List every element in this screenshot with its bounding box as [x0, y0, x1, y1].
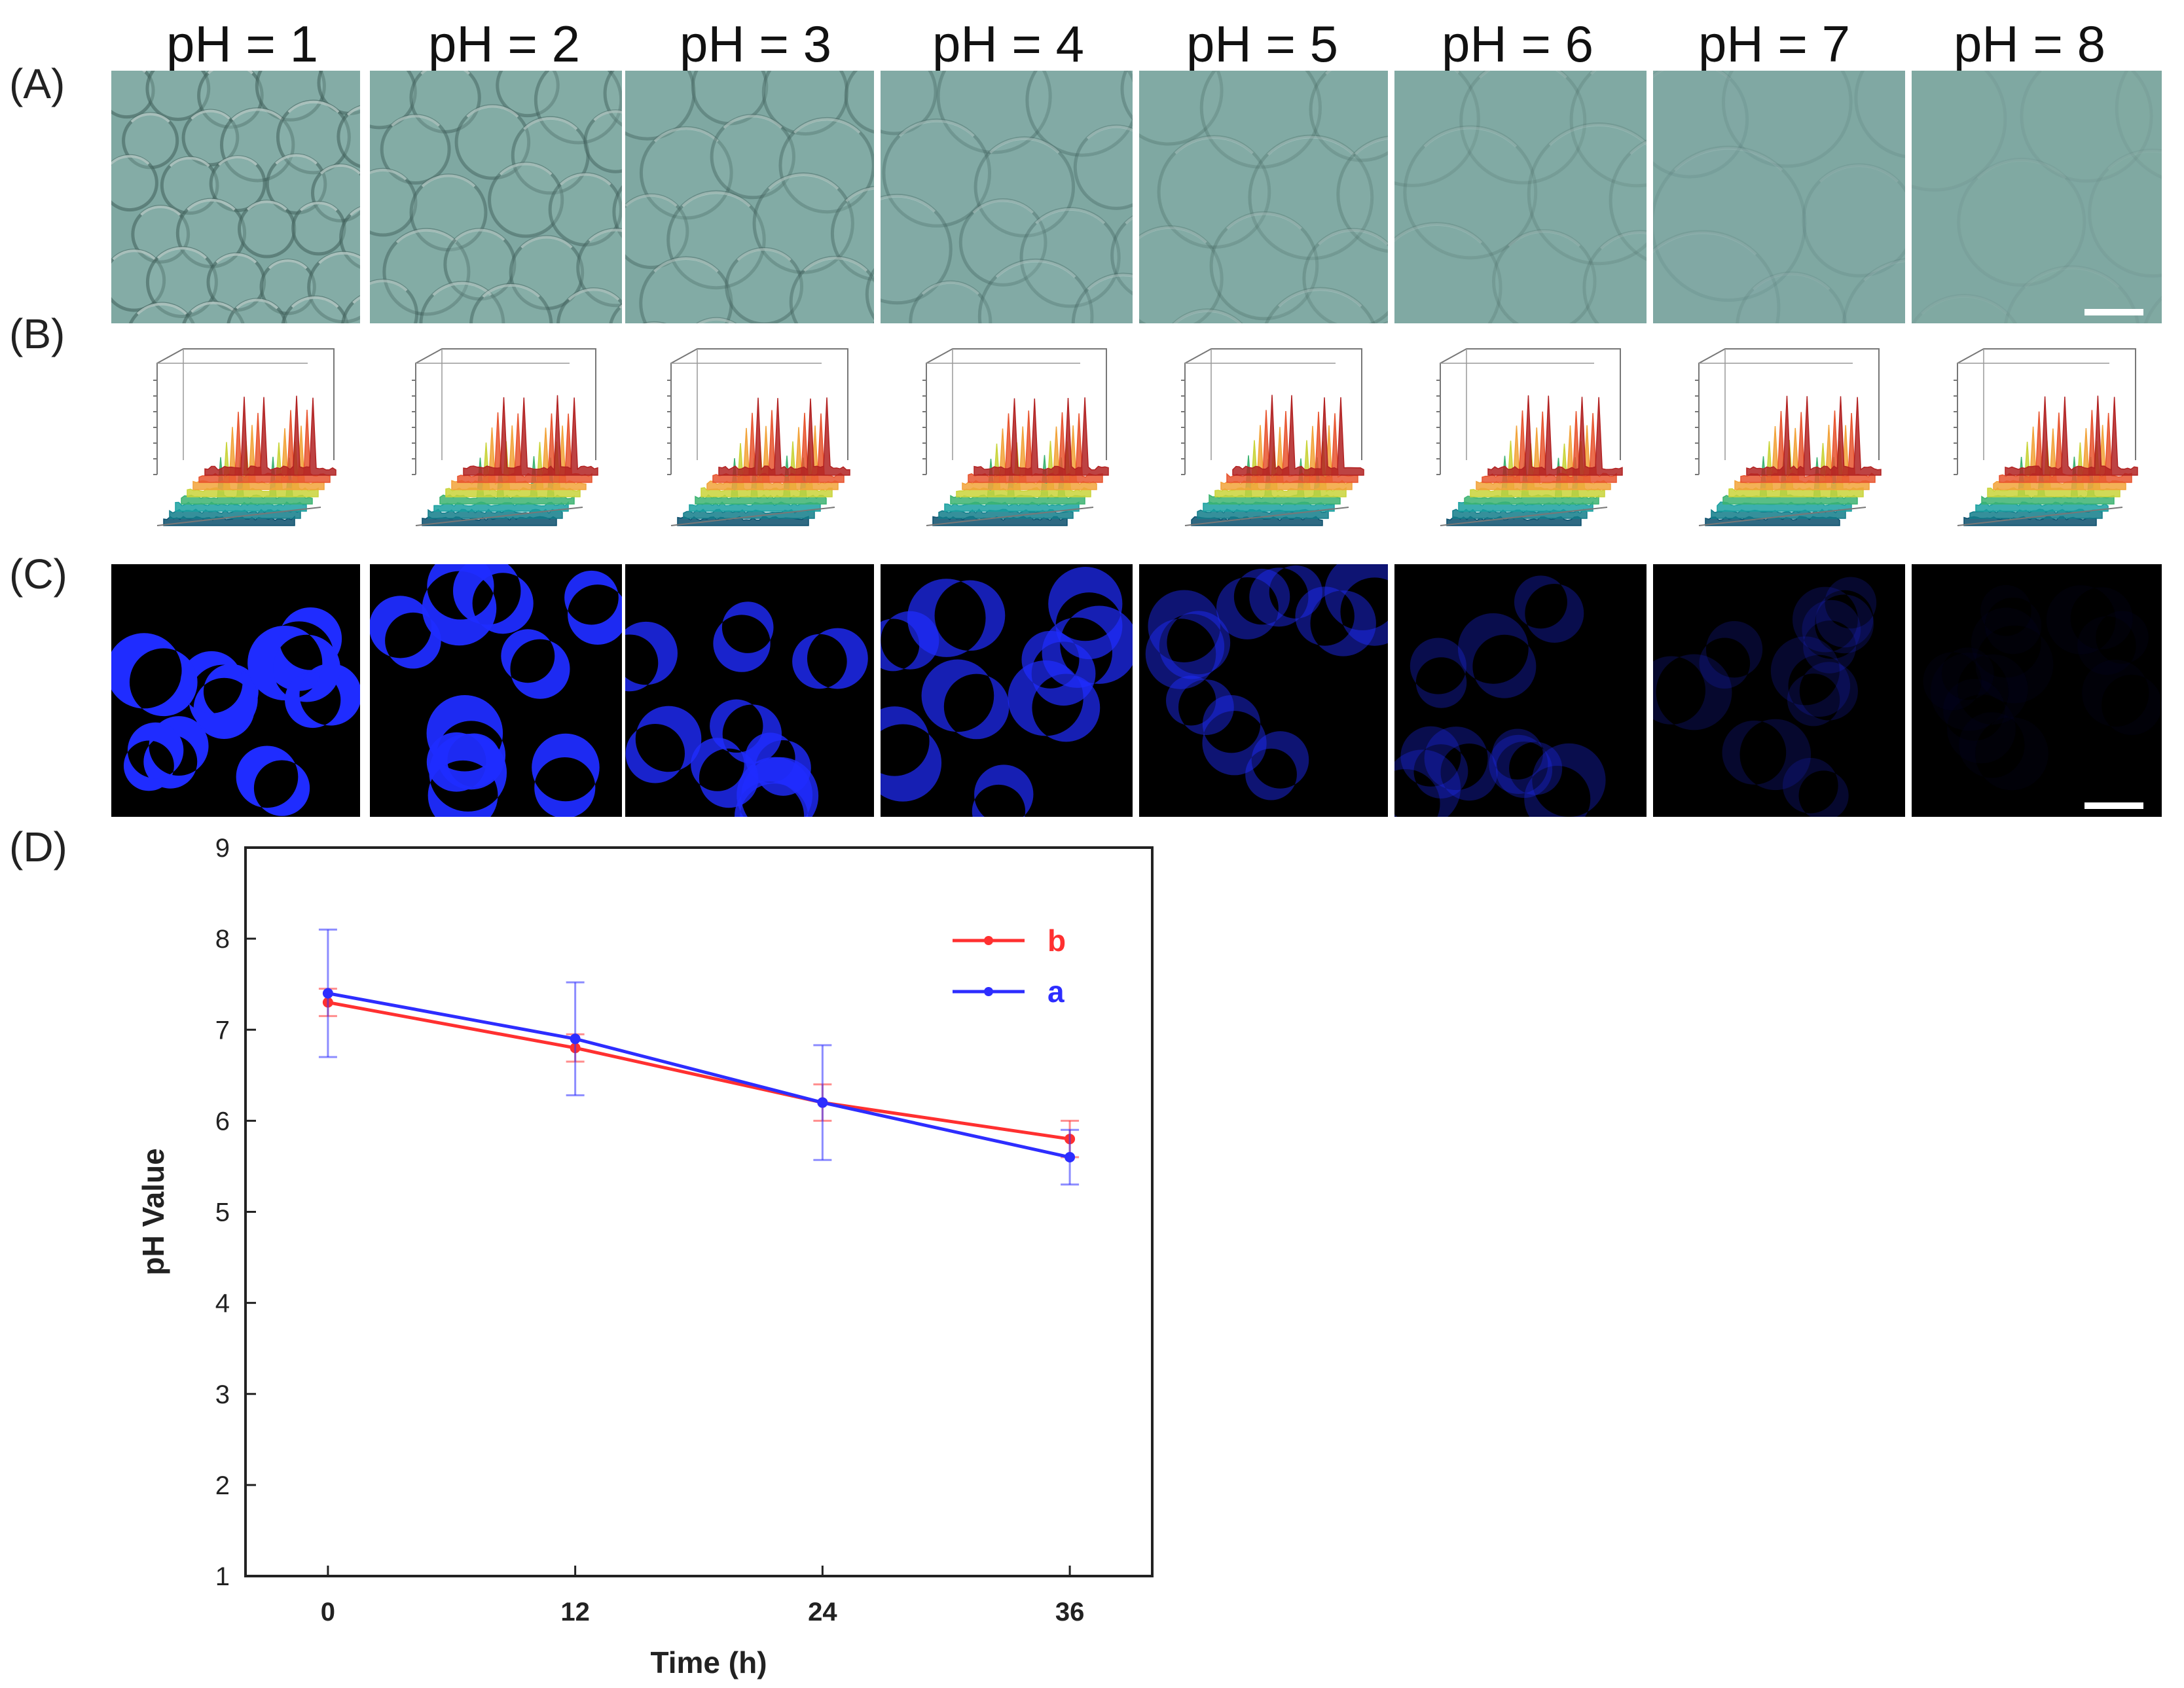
ph-label-6: pH = 6	[1442, 15, 1593, 73]
brightfield-image-ph-2	[370, 71, 622, 323]
fluorescence-image-ph-4	[881, 564, 1133, 817]
panel-label-a: (A)	[9, 60, 65, 107]
fluorescence-image-ph-8	[1912, 564, 2162, 817]
fluorescence-image-ph-1	[111, 564, 360, 817]
brightfield-image-ph-4	[881, 71, 1133, 323]
series-line-b	[327, 1001, 1070, 1141]
spectra-plot-ph-1	[131, 344, 360, 553]
brightfield-image-ph-3	[625, 71, 874, 323]
x-tick-label: 36	[1055, 1598, 1085, 1626]
panel-label-d: (D)	[9, 823, 67, 871]
spectra-plot-ph-6	[1414, 344, 1647, 553]
plot-frame	[244, 846, 1154, 1577]
brightfield-image-ph-5	[1139, 71, 1388, 323]
spectra-plot-ph-8	[1931, 344, 2162, 553]
brightfield-image-ph-8	[1912, 71, 2162, 323]
panel-label-c: (C)	[9, 550, 67, 598]
series-a	[318, 928, 1080, 1186]
ph-label-2: pH = 2	[428, 15, 580, 73]
x-tick-label: 12	[560, 1598, 590, 1626]
brightfield-image-ph-6	[1394, 71, 1647, 323]
data-point	[322, 988, 333, 999]
legend-label-b: b	[1047, 924, 1066, 958]
y-tick-label: 5	[215, 1198, 230, 1227]
legend-marker-a	[984, 987, 993, 996]
fluorescence-image-ph-5	[1139, 564, 1388, 817]
spectra-plot-ph-5	[1159, 344, 1388, 553]
ph-label-5: pH = 5	[1186, 15, 1338, 73]
spectra-plot-ph-4	[900, 344, 1133, 553]
spectra-plot-ph-3	[645, 344, 874, 553]
brightfield-image-ph-1	[111, 71, 360, 323]
y-tick-label: 2	[215, 1471, 230, 1500]
spectra-plot-ph-7	[1673, 344, 1905, 553]
series-line-a	[327, 992, 1070, 1159]
fluorescence-image-ph-3	[625, 564, 874, 817]
spectra-plot-ph-2	[390, 344, 622, 553]
brightfield-image-ph-7	[1653, 71, 1905, 323]
data-point	[1065, 1152, 1076, 1163]
ph-label-7: pH = 7	[1698, 15, 1850, 73]
fluorescence-image-ph-2	[370, 564, 622, 817]
fluorescence-image-ph-7	[1653, 564, 1905, 817]
legend-label-a: a	[1047, 975, 1065, 1009]
scale-bar-a	[2084, 309, 2143, 315]
ph-label-1: pH = 1	[166, 15, 318, 73]
panel-label-b: (B)	[9, 310, 65, 357]
y-tick-label: 7	[215, 1016, 230, 1045]
y-tick-label: 9	[215, 834, 230, 863]
y-tick-label: 1	[215, 1562, 230, 1591]
y-tick-label: 6	[215, 1107, 230, 1136]
y-tick-label: 4	[215, 1289, 230, 1318]
x-axis-label: Time (h)	[650, 1645, 767, 1679]
x-tick-label: 24	[808, 1598, 837, 1626]
data-point	[570, 1033, 581, 1045]
data-point	[817, 1097, 828, 1108]
ph-label-4: pH = 4	[932, 15, 1084, 73]
fluorescence-image-ph-6	[1394, 564, 1647, 817]
ph-label-3: pH = 3	[680, 15, 831, 73]
y-tick-label: 3	[215, 1380, 230, 1409]
y-tick-label: 8	[215, 925, 230, 954]
y-axis-label: pH Value	[136, 1148, 170, 1275]
scale-bar-c	[2084, 802, 2143, 809]
legend-marker-b	[984, 936, 993, 945]
x-tick-label: 0	[321, 1598, 335, 1626]
ph-label-8: pH = 8	[1954, 15, 2105, 73]
